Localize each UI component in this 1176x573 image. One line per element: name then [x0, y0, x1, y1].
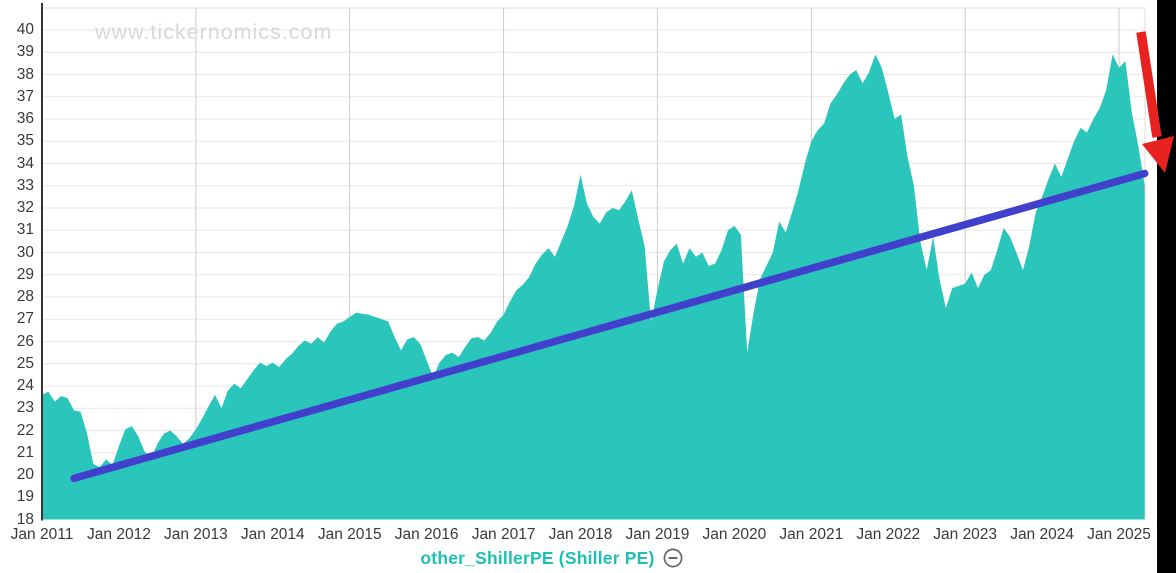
y-tick-label: 20 — [16, 466, 34, 483]
y-tick-label: 24 — [16, 377, 34, 394]
y-tick-label: 36 — [16, 110, 34, 127]
x-tick-label: Jan 2013 — [163, 526, 228, 543]
series-area — [42, 54, 1145, 520]
y-tick-label: 31 — [16, 221, 34, 239]
x-tick-label: Jan 2018 — [548, 526, 613, 543]
y-tick-label: 38 — [16, 65, 34, 83]
x-tick-label: Jan 2020 — [702, 526, 767, 543]
y-tick-label: 40 — [16, 21, 34, 38]
x-tick-label: Jan 2023 — [933, 526, 998, 543]
y-tick-label: 22 — [16, 421, 34, 439]
y-tick-label: 39 — [16, 43, 34, 61]
y-tick-label: 30 — [16, 243, 34, 261]
watermark: www.tickernomics.com — [95, 20, 333, 44]
x-tick-label: Jan 2012 — [87, 526, 151, 543]
y-tick-label: 32 — [16, 199, 34, 216]
legend-series-label: other_ShillerPE (Shiller PE) — [420, 547, 655, 568]
x-tick-label: Jan 2019 — [625, 526, 690, 543]
y-tick-label: 35 — [16, 132, 34, 150]
x-tick-label: Jan 2021 — [779, 526, 844, 543]
minus-circle-icon[interactable] — [663, 548, 683, 568]
x-tick-label: Jan 2025 — [1087, 526, 1151, 543]
red-arrow-annotation — [1136, 31, 1174, 173]
y-tick-label: 26 — [16, 332, 34, 350]
x-tick-label: Jan 2016 — [394, 526, 459, 543]
x-tick-label: Jan 2011 — [10, 526, 74, 543]
y-tick-label: 33 — [16, 176, 34, 194]
x-tick-label: Jan 2017 — [471, 526, 536, 543]
y-tick-label: 37 — [16, 87, 34, 105]
x-axis-labels: Jan 2011 Jan 2012 Jan 2013 Jan 2014 Jan 2015… — [0, 526, 1176, 546]
y-tick-label: 23 — [16, 399, 34, 417]
x-tick-label: Jan 2014 — [240, 526, 305, 543]
legend: other_ShillerPE (Shiller PE) — [0, 546, 1103, 570]
x-tick-label: Jan 2022 — [856, 526, 921, 543]
y-tick-label: 27 — [16, 310, 34, 328]
y-axis-labels: 18 19 20 21 22 23 24 25 26 27 28 29 30 31 32 33 34 35 36 37… — [0, 0, 36, 573]
x-tick-label: Jan 2024 — [1010, 526, 1074, 543]
y-tick-label: 19 — [16, 488, 34, 506]
y-tick-label: 34 — [16, 154, 34, 172]
trend-line — [70, 169, 1149, 483]
y-tick-label: 18 — [16, 510, 34, 528]
y-tick-label: 25 — [16, 354, 34, 372]
y-tick-label: 21 — [16, 443, 34, 461]
y-tick-label: 29 — [16, 265, 34, 283]
y-tick-label: 28 — [16, 288, 34, 305]
x-tick-label: Jan 2015 — [317, 526, 382, 543]
